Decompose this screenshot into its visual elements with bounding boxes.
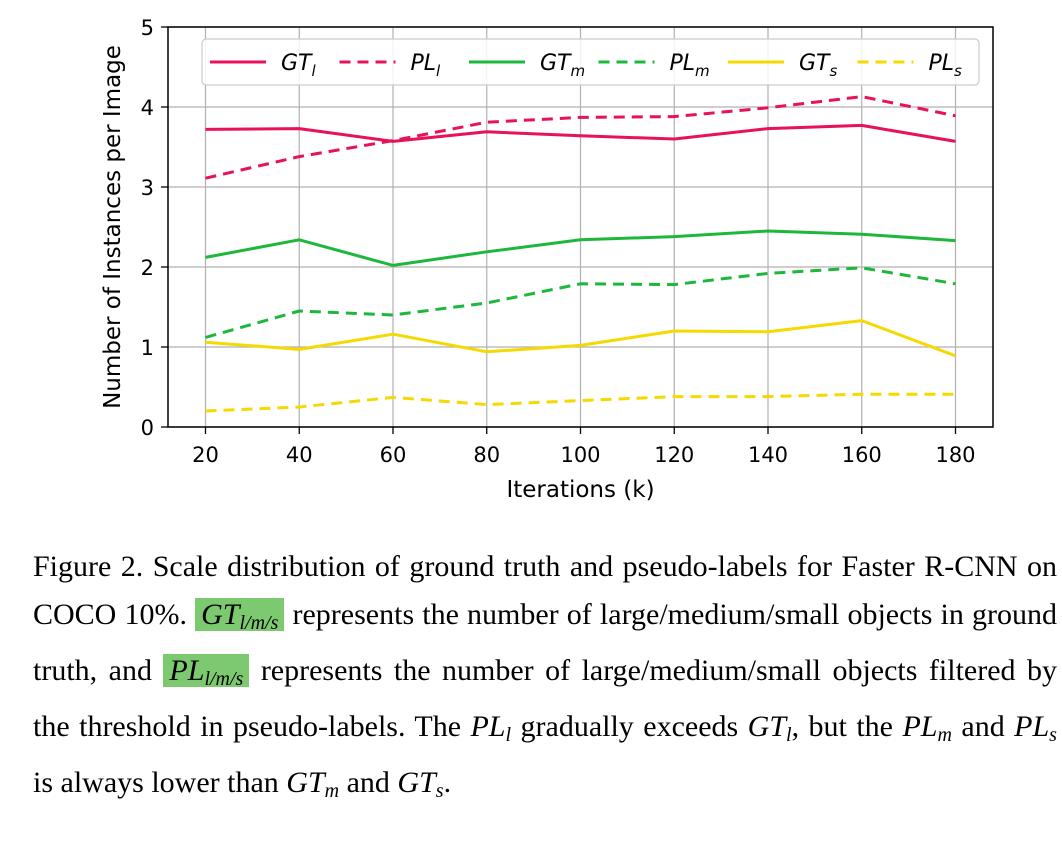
y-tick-label: 4 — [141, 96, 154, 120]
y-tick-label: 3 — [141, 176, 154, 200]
series-line-pl-l — [205, 95, 956, 180]
caption-text-1: Figure 2. Scale distribution of ground t… — [33, 550, 1057, 631]
x-tick-label: 120 — [654, 443, 694, 467]
caption-text-9: . — [443, 766, 452, 799]
caption-text-7: is always lower than — [33, 766, 287, 799]
series-line-gt-s — [205, 319, 957, 358]
grid — [168, 26, 993, 428]
series-line-pl-m — [205, 266, 956, 339]
caption-text-3: represents the number of large/medium/sm… — [33, 654, 1057, 743]
math-pl-m: PLm — [902, 710, 952, 746]
y-axis-label: Number of Instances per Image — [100, 45, 126, 409]
math-pl-s: PLs — [1014, 710, 1057, 746]
x-tick-label: 180 — [935, 443, 975, 467]
x-tick-label: 100 — [560, 443, 600, 467]
x-axis-label: Iterations (k) — [506, 477, 654, 503]
highlight-gt-base: GT — [201, 598, 240, 631]
series-line-gt-m — [205, 229, 956, 267]
legend-label-gt-l: GTl — [281, 51, 317, 80]
legend-label-pl-l: PLl — [411, 51, 442, 80]
highlight-gt-sub: l/m/s — [239, 612, 279, 634]
math-gt-s: GTs — [397, 766, 444, 802]
caption-text-6: and — [951, 710, 1015, 743]
y-tick-label: 2 — [141, 256, 154, 280]
x-tick-label: 40 — [286, 443, 313, 467]
caption-text-4: gradually exceeds — [511, 710, 748, 743]
caption-text-5: , but the — [791, 710, 903, 743]
math-pl-l: PLl — [470, 710, 512, 746]
legend: GTl PLl GTm PLm GTs PLs — [201, 38, 980, 86]
series-line-gt-l — [205, 123, 956, 143]
caption-text-8: and — [339, 766, 398, 799]
line-chart: 20 40 60 80 100 120 140 160 180 0 1 2 3 4 5 Iterations… — [100, 16, 994, 503]
x-tick-label: 160 — [842, 443, 882, 467]
legend-box — [201, 38, 980, 86]
x-tick-label: 20 — [192, 443, 219, 467]
y-tick-label: 5 — [141, 16, 154, 40]
highlight-pl-sub: l/m/s — [204, 668, 244, 690]
caption-text-2: represents the number of large/medium/sm… — [33, 598, 1058, 687]
highlight-gt-lms: GTl/m/s — [195, 598, 285, 634]
math-gt-m: GTm — [286, 766, 340, 802]
x-tick-label: 60 — [380, 443, 407, 467]
axis-ticks: 20 40 60 80 100 120 140 160 180 0 1 2 3 4 5 — [141, 16, 976, 467]
figure-caption: Figure 2. Scale distribution of ground t… — [33, 543, 1057, 815]
y-tick-label: 0 — [141, 416, 154, 440]
y-tick-label: 1 — [141, 336, 154, 360]
series-lines — [205, 95, 957, 413]
x-tick-label: 80 — [473, 443, 500, 467]
highlight-pl-base: PL — [169, 654, 205, 687]
math-gt-l: GTl — [747, 710, 792, 746]
x-tick-label: 140 — [748, 443, 788, 467]
highlight-pl-lms: PLl/m/s — [163, 654, 250, 690]
